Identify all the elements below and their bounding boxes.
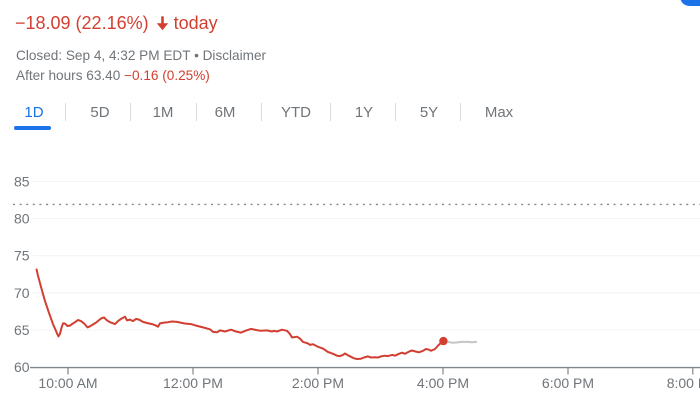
svg-text:80: 80	[14, 211, 30, 227]
svg-text:60: 60	[14, 359, 30, 375]
svg-text:70: 70	[14, 285, 30, 301]
svg-text:8:00 PM: 8:00 PM	[667, 375, 700, 391]
svg-text:10:00 AM: 10:00 AM	[38, 375, 97, 391]
svg-text:75: 75	[14, 248, 30, 264]
svg-text:6:00 PM: 6:00 PM	[542, 375, 594, 391]
svg-text:4:00 PM: 4:00 PM	[417, 375, 469, 391]
svg-text:85: 85	[14, 173, 30, 189]
svg-text:65: 65	[14, 322, 30, 338]
svg-text:12:00 PM: 12:00 PM	[163, 375, 223, 391]
svg-text:2:00 PM: 2:00 PM	[292, 375, 344, 391]
